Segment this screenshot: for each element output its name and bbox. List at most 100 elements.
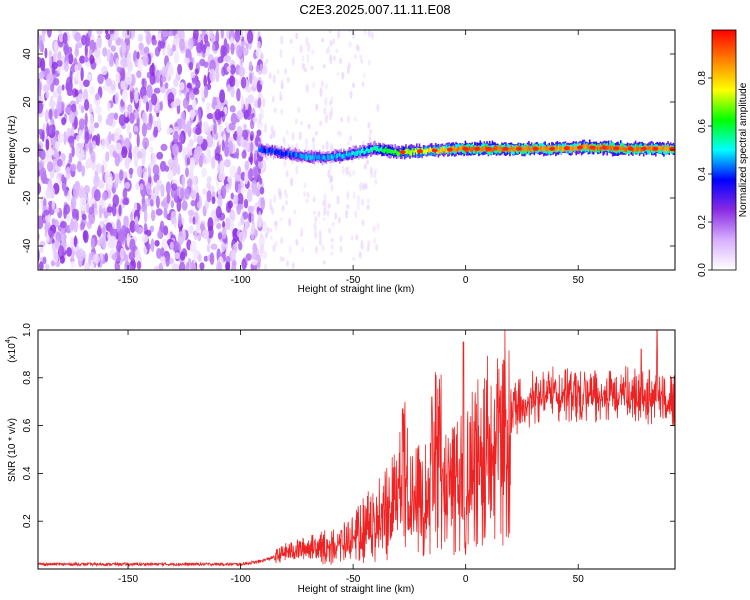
spectrogram-noise-cell [261,243,265,253]
spectrogram-noise-cell [240,215,244,224]
spectrogram-noise-cell [186,91,190,102]
spectrogram-noise-cell [40,167,47,180]
spectrogram-noise-cell [74,89,79,97]
spectrogram-ridge-cell [360,148,363,154]
spectrogram-noise-cell [319,120,323,127]
spectrogram-noise-cell [49,230,54,240]
spectrogram-noise-cell [286,260,289,267]
spectrogram-noise-cell [193,132,197,143]
spectrogram-noise-cell [264,122,268,133]
spectrogram-x-ticks: -150 -100 -50 0 50 [118,30,584,286]
spectrogram-noise-cell [218,123,224,133]
spectrogram-noise-cell [230,112,238,125]
spectrogram-ridge-cell [467,148,469,152]
spectrogram-noise-cell [225,217,231,231]
spectrogram-ridge-cell [330,154,333,160]
spectrogram-noise-cell [218,131,222,145]
spectrogram-noise-cell [90,262,95,270]
spectrogram-noise-cell [203,61,209,68]
spectrogram-noise-cell [121,89,128,103]
spectrogram-noise-cell [201,188,208,195]
spectrogram-noise-cell [213,121,217,135]
spectrogram-ridge-cell [498,147,500,152]
spectrogram-ridge-cell [395,150,398,156]
spectrogram-noise-cell [201,30,207,37]
spectrogram-noise-cell [180,187,185,200]
spectrogram-noise-cell [39,246,44,254]
snr-panel: -150 -100 -50 0 50 0.2 0.4 0.6 0.8 1.0 Height of… [5,323,676,595]
spectrogram-ridge-cell [344,153,346,159]
spectrogram-noise-cell [327,169,331,178]
spectrogram-noise-cell [166,43,171,58]
spectrogram-noise-cell [100,220,104,229]
spectrogram-noise-cell [38,182,42,195]
spectrogram-noise-cell [63,188,68,197]
spectrogram-noise-cell [78,103,82,110]
spectrogram-noise-cell [229,64,236,75]
spectrogram-noise-cell [187,37,194,51]
spectrogram-noise-cell [45,263,50,270]
spectrogram-ridge-cell [530,147,533,153]
spectrogram-noise-cell [150,209,156,222]
spectrogram-noise-cell [88,206,95,215]
spectrogram-ridge-cell [351,151,353,156]
spectrogram-noise-cell [298,131,302,141]
spectrogram-ridge-cell [326,154,329,159]
spectrogram-noise-cell [197,253,202,263]
spectrogram-ridge-cell [607,145,610,150]
spectrogram-ridge-cell [618,145,621,150]
spectrogram-noise-cell [105,77,112,87]
spectrogram-hotspot [627,146,634,151]
spectrogram-noise-cell [190,71,196,79]
spectrogram-noise-cell [227,200,233,209]
spectrogram-noise-cell [323,107,327,115]
spectrogram-noise-cell [151,62,155,76]
spectrogram-ridge-cell [340,154,342,159]
spectrogram-noise-cell [197,223,202,231]
spectrogram-noise-cell [168,257,174,265]
spectrogram-noise-cell [323,207,327,216]
spectrogram-noise-cell [346,190,350,200]
spectrogram-noise-cell [262,97,266,108]
spectrogram-ridge-cell [538,146,541,151]
spectrogram-noise-cell [114,152,121,167]
spectrogram-noise-cell [340,117,344,122]
spectrogram-ridge-cell [540,145,542,151]
spectrogram-noise-cell [71,145,75,158]
spectrogram-noise-cell [321,144,325,150]
spectrogram-noise-cell [264,263,268,270]
spectrogram-noise-cell [48,108,53,120]
spectrogram-noise-cell [101,191,108,201]
spectrogram-ridge-cell [394,149,396,153]
spectrogram-ridge-cell [291,153,294,157]
spectrogram-noise-cell [282,136,286,142]
spectrogram-ridge-layer [258,139,675,166]
spectrogram-noise-cell [288,244,292,255]
spectrogram-noise-cell [38,72,44,80]
spectrogram-ridge-cell [570,145,572,150]
spectrogram-noise-cell [199,262,205,270]
spectrogram-noise-cell [211,43,216,52]
spectrogram-noise-cell [186,178,193,188]
spectrogram-noise-cell [215,69,220,83]
spectrogram-ridge-cell [372,146,375,151]
spectrogram-noise-cell [156,151,164,160]
spectrogram-noise-cell [243,109,250,119]
spectrogram-noise-cell [328,30,332,34]
spectrogram-noise-cell [83,56,89,63]
spectrogram-ridge-cell [574,145,576,150]
spectrogram-noise-cell [172,143,179,157]
snr-plot-area [38,330,675,568]
spectrogram-noise-cell [233,194,239,205]
spectrogram-noise-cell [126,233,131,247]
spectrogram-noise-cell [227,140,234,155]
spectrogram-ridge-cell [362,147,364,153]
spectrogram-ridge-cell [667,147,669,152]
spectrogram-noise-cell [290,177,294,187]
spectrogram-noise-cell [188,61,194,71]
spectrogram-noise-cell [321,38,324,43]
spectrogram-noise-cell [73,218,79,233]
spectrogram-ridge-cell [444,148,446,154]
spectrogram-noise-cell [240,187,248,194]
spectrogram-noise-cell [307,123,311,129]
